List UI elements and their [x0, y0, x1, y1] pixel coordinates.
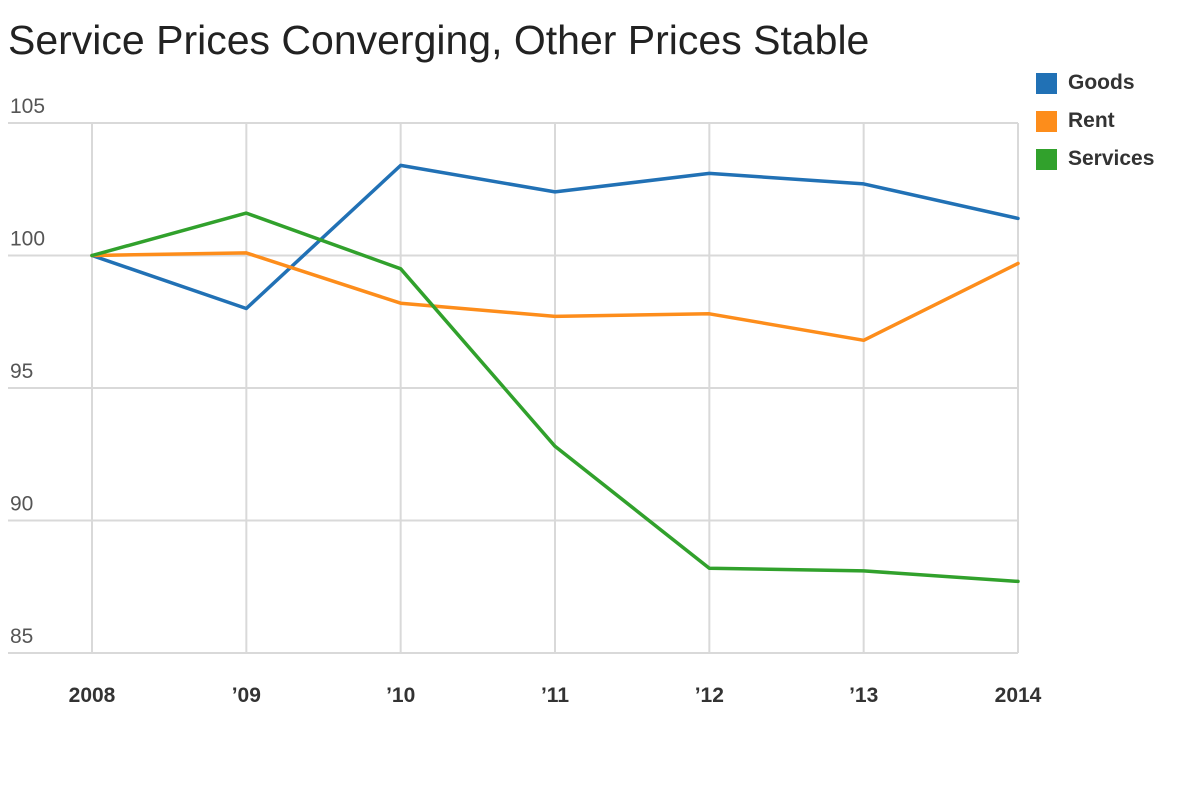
x-tick-label: 2008: [69, 684, 116, 707]
legend-label: Goods: [1068, 71, 1135, 94]
y-tick-label: 85: [10, 625, 33, 648]
x-tick-label: ’10: [386, 684, 415, 707]
y-tick-label: 90: [10, 493, 33, 516]
series-line-services: [90, 211, 1020, 584]
y-tick-label: 95: [10, 360, 33, 383]
x-tick-label: ’13: [849, 684, 878, 707]
series-line-goods: [90, 163, 1020, 311]
chart-title: Service Prices Converging, Other Prices …: [8, 17, 870, 63]
x-tick-label: ’11: [541, 684, 569, 707]
gridlines: [8, 122, 1019, 654]
legend-swatch: [1036, 110, 1057, 132]
legend-label: Services: [1068, 147, 1155, 170]
legend-label: Rent: [1068, 109, 1115, 132]
x-tick-label: ’12: [695, 684, 724, 707]
legend-item-rent: Rent: [1036, 102, 1196, 140]
legend-swatch: [1036, 148, 1057, 170]
series-lines: [90, 163, 1020, 584]
legend-item-services: Services: [1036, 140, 1196, 178]
y-axis-ticks: 105 100 95 90 85: [10, 95, 45, 648]
x-tick-label: ’09: [232, 684, 261, 707]
x-axis-ticks: 2008 ’09 ’10 ’11 ’12 ’13 2014: [69, 684, 1042, 707]
y-tick-label: 105: [10, 95, 45, 118]
legend-item-goods: Goods: [1036, 64, 1196, 102]
legend: Goods Rent Services: [1036, 64, 1196, 178]
legend-swatch: [1036, 72, 1057, 94]
series-line-rent: [90, 251, 1020, 343]
x-tick-label: 2014: [995, 684, 1042, 707]
y-tick-label: 100: [10, 228, 45, 251]
